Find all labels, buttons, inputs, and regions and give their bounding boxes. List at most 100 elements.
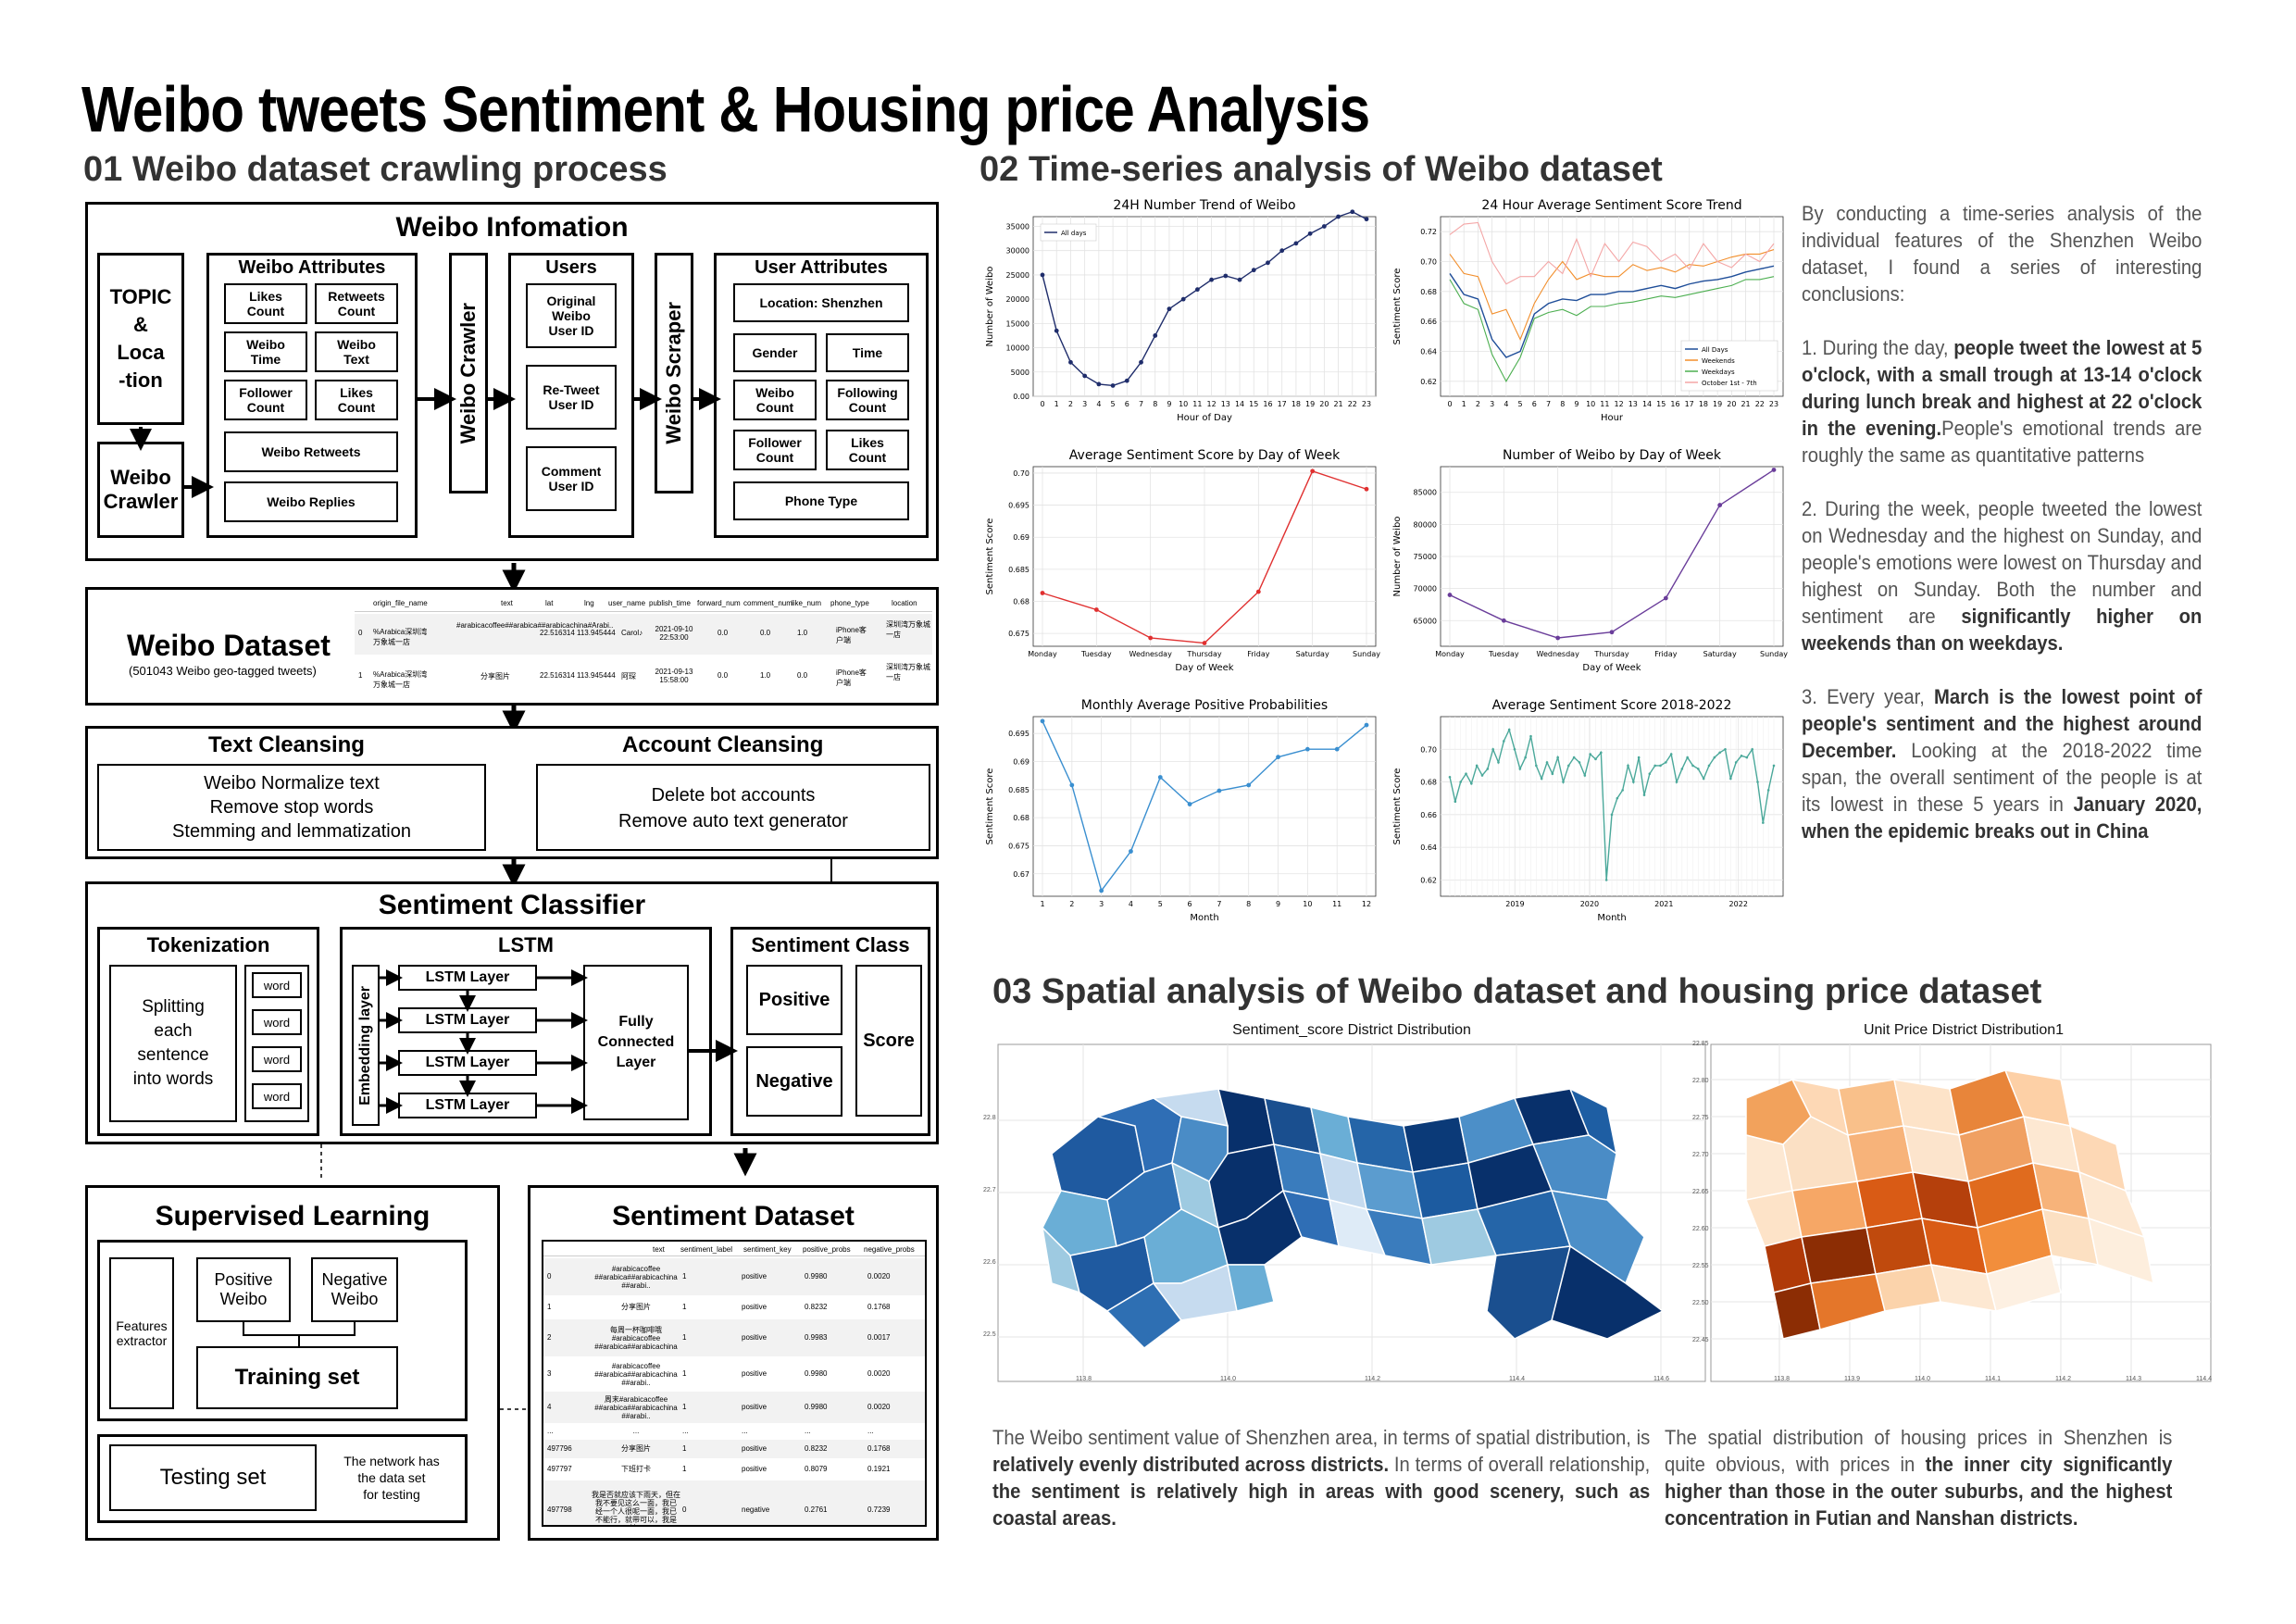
series-line — [1449, 249, 1775, 341]
x-tick-label: 4 — [1129, 900, 1133, 908]
tokenization-title: Tokenization — [146, 933, 270, 956]
x-tick-label: 11 — [1600, 400, 1609, 408]
series-line — [1042, 210, 1367, 387]
data-point — [1255, 589, 1261, 594]
sd-cell: 0.0017 — [867, 1333, 891, 1342]
data-point — [1740, 755, 1743, 757]
cell: 0.0 — [718, 671, 729, 680]
x-tick-label: 23 — [1769, 400, 1778, 408]
x-tick-label: 13 — [1221, 400, 1230, 408]
plot-area — [1032, 716, 1377, 897]
data-point — [1529, 734, 1532, 738]
y-tick-label: 0.68 — [1013, 598, 1029, 606]
x-tick-label: Tuesday — [1080, 650, 1112, 658]
x-tick-label: Thursday — [1186, 650, 1221, 658]
district — [1875, 1264, 1941, 1312]
map1-xtick: 113.8 — [1076, 1376, 1092, 1382]
sd-cell: 0.9983 — [805, 1333, 828, 1342]
p1-text-2: People's emotional trends are roughly th… — [1802, 417, 2202, 467]
x-tick-label: 2 — [1068, 400, 1073, 408]
data-point — [1139, 359, 1143, 365]
sd-cell: 分享图片 — [621, 1444, 651, 1453]
x-tick-label: 15 — [1249, 400, 1258, 408]
data-point — [1069, 782, 1075, 788]
p2-text: 2. During the week, people tweeted the l… — [1802, 497, 2202, 628]
x-tick-label: 18 — [1292, 400, 1301, 408]
sd-cell: 0.9980 — [805, 1369, 828, 1378]
x-tick-label: 18 — [1699, 400, 1708, 408]
data-point — [1465, 772, 1467, 776]
uattr-time: Time — [826, 333, 909, 372]
x-tick-label: 3 — [1099, 900, 1104, 908]
p3-text: 3. Every year, — [1802, 685, 1935, 708]
data-point — [1448, 775, 1452, 779]
dataset-header-row: origin_file_name text lat lng user_name … — [355, 595, 932, 612]
x-tick-label: 5 — [1518, 400, 1523, 408]
data-point — [1459, 781, 1462, 783]
y-tick-label: 0.675 — [1008, 630, 1029, 638]
sd-col-header: sentiment_label — [680, 1245, 733, 1254]
sd-cell: 497796 — [547, 1444, 572, 1453]
y-tick-label: 20000 — [1006, 295, 1029, 304]
intro-text: By conducting a time-series analysis of … — [1802, 202, 2202, 306]
text-cleansing-item: Remove stop words — [209, 797, 374, 818]
sentiment-class-box: Sentiment Class Positive Negative Score — [730, 927, 930, 1136]
y-tick-label: 0.70 — [1420, 258, 1437, 267]
sd-cell: 0.9980 — [805, 1272, 828, 1280]
x-tick-label: 2019 — [1505, 900, 1524, 908]
district — [1486, 1245, 1571, 1340]
series-line — [1449, 265, 1775, 358]
data-point — [1054, 328, 1059, 333]
sd-cell: 0.0020 — [867, 1403, 891, 1411]
x-axis-label: Day of Week — [1175, 663, 1233, 673]
x-tick-label: 15 — [1656, 400, 1666, 408]
legend-label: All Days — [1702, 346, 1728, 354]
x-tick-label: 2 — [1069, 900, 1074, 908]
cell: 深圳湾万象城一店 — [886, 663, 930, 681]
sentiment-dataset-title: Sentiment Dataset — [612, 1201, 855, 1231]
x-tick-label: 5 — [1158, 900, 1163, 908]
data-point — [1082, 373, 1088, 379]
x-tick-label: Monday — [1028, 650, 1057, 658]
data-point — [1589, 753, 1591, 756]
sd-cell: positive — [742, 1303, 767, 1311]
price-map: Unit Price District Distribution1 — [1692, 1022, 2218, 1393]
y-tick-label: 0.695 — [1008, 502, 1029, 510]
x-axis-label: Month — [1597, 913, 1626, 923]
data-point — [1562, 781, 1565, 783]
sd-cell: 0.1921 — [867, 1465, 891, 1473]
data-point — [1096, 381, 1102, 387]
data-point — [1209, 277, 1215, 282]
sd-row: 497797 下班打卡 1 positive 0.8079 0.1921 — [543, 1460, 925, 1479]
x-tick-label: Friday — [1654, 650, 1678, 658]
data-point — [1148, 635, 1154, 641]
sentiment-districts — [1041, 1087, 1665, 1349]
text2-b: the inner city significantly higher than… — [1665, 1453, 2173, 1530]
word-token: word — [252, 1083, 302, 1109]
data-point — [1040, 591, 1045, 595]
sd-cell: 周末#arabicacoffee ##arabica##arabicachina… — [594, 1395, 678, 1420]
map2-xtick: 113.9 — [1844, 1376, 1860, 1382]
data-point — [1545, 761, 1549, 764]
sd-cell: ... — [547, 1427, 554, 1435]
sd-col-header: sentiment_key — [743, 1245, 792, 1254]
uattr-weibo-count: Weibo Count — [733, 380, 817, 420]
x-tick-label: Thursday — [1593, 650, 1628, 658]
y-tick-label: 0.70 — [1420, 745, 1437, 754]
data-point — [1766, 789, 1770, 792]
attr-weibo-retweets: Weibo Retweets — [224, 431, 398, 472]
map2-xtick: 114.4 — [2196, 1376, 2212, 1382]
y-tick-label: 25000 — [1006, 271, 1029, 280]
x-axis-label: Hour — [1601, 413, 1624, 423]
word-token: word — [252, 1009, 302, 1035]
class-positive: Positive — [746, 965, 842, 1035]
col-header: location — [892, 599, 917, 607]
y-axis-label: Sentiment Score — [985, 518, 995, 595]
x-tick-label: 2020 — [1580, 900, 1599, 908]
attr-retweets-count: Retweets Count — [315, 283, 398, 324]
cell: iPhone客户端 — [836, 626, 867, 644]
col-header: origin_file_name — [373, 599, 428, 607]
sd-row: 497796 分享图片 1 positive 0.8232 0.1768 — [543, 1440, 925, 1458]
y-axis-label: Number of Weibo — [1392, 517, 1403, 597]
sd-cell: 1 — [682, 1444, 687, 1453]
